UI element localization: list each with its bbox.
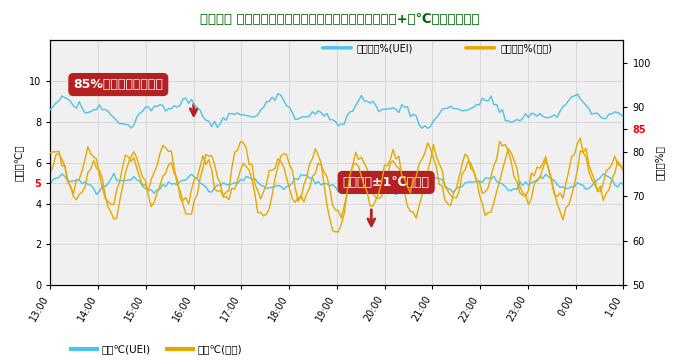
Text: 相対湿度%(直膨): 相対湿度%(直膨) (500, 43, 552, 53)
Y-axis label: 湿度【%】: 湿度【%】 (655, 146, 665, 180)
Text: 相対湿度%(UEI): 相対湿度%(UEI) (357, 43, 413, 53)
Text: ウルトラ エコ・アイスシステムと直膨方式の冷蔵庫（+５℃）温湿度比較: ウルトラ エコ・アイスシステムと直膨方式の冷蔵庫（+５℃）温湿度比較 (200, 13, 480, 26)
Text: 設定温度±1℃を保持: 設定温度±1℃を保持 (343, 176, 430, 189)
Legend: 温度℃(UEI), 温度℃(直膨): 温度℃(UEI), 温度℃(直膨) (67, 340, 247, 359)
Text: 85%以上の湿度を実現: 85%以上の湿度を実現 (73, 78, 163, 91)
Y-axis label: 温度【℃】: 温度【℃】 (15, 145, 25, 181)
